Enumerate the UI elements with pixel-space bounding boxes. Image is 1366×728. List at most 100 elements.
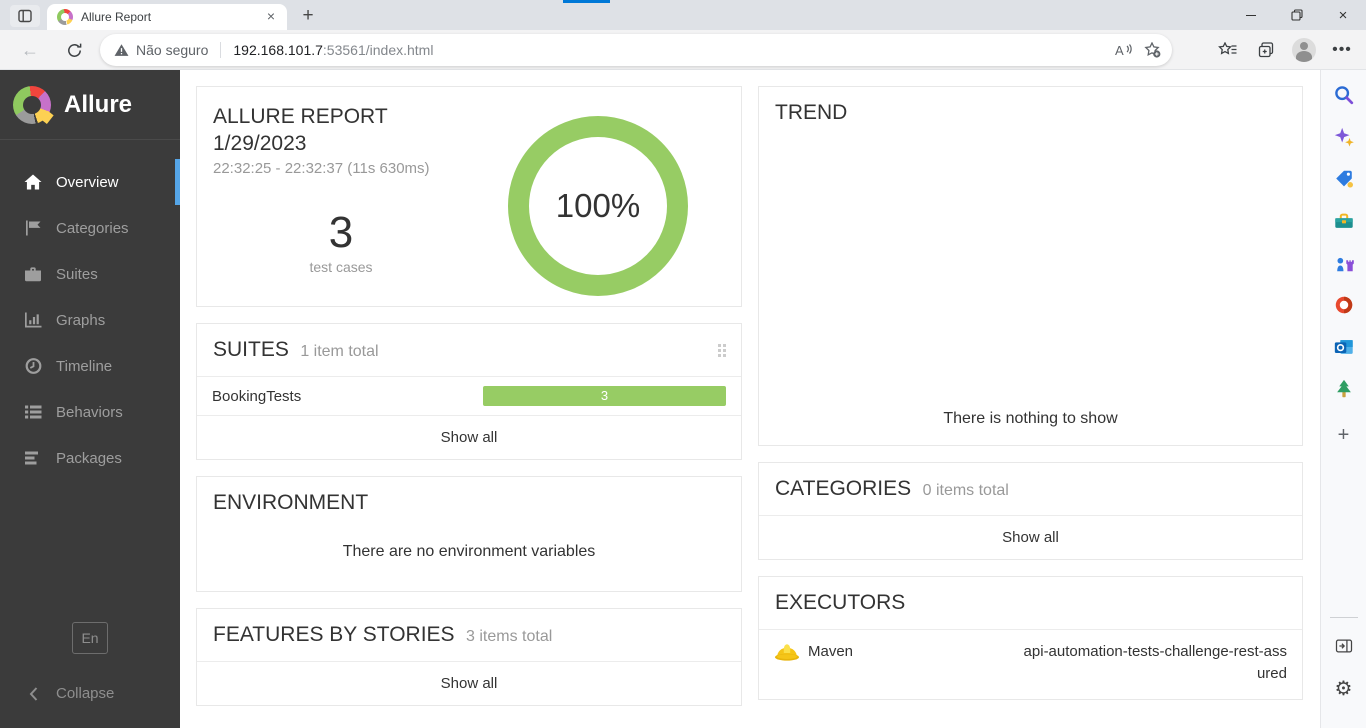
suites-show-all-link[interactable]: Show all bbox=[440, 429, 498, 446]
sidebar-item-behaviors[interactable]: Behaviors bbox=[0, 389, 180, 435]
rail-divider bbox=[1329, 617, 1358, 618]
url-host[interactable]: 192.168.101.7 bbox=[233, 42, 323, 58]
window-minimize-button[interactable] bbox=[1228, 0, 1274, 30]
window-restore-button[interactable] bbox=[1274, 0, 1320, 30]
chevron-left-icon bbox=[24, 686, 42, 701]
sidebar-item-categories[interactable]: Categories bbox=[0, 205, 180, 251]
window-accent-line bbox=[563, 0, 610, 3]
sidebar-item-graphs[interactable]: Graphs bbox=[0, 297, 180, 343]
success-rate-donut[interactable]: 100% bbox=[508, 116, 688, 296]
home-icon bbox=[24, 174, 42, 190]
flag-icon bbox=[24, 220, 42, 236]
suite-passed-bar[interactable]: 3 bbox=[483, 386, 726, 406]
read-aloud-icon[interactable]: A bbox=[1110, 36, 1138, 64]
edge-sidebar-rail: + ⚙ bbox=[1320, 70, 1366, 728]
tab-close-icon[interactable]: × bbox=[266, 8, 276, 24]
allure-brand: Allure bbox=[0, 70, 180, 140]
suites-title: SUITES bbox=[213, 338, 289, 361]
environment-widget: ENVIRONMENT There are no environment var… bbox=[196, 476, 742, 592]
profile-avatar[interactable] bbox=[1290, 36, 1318, 64]
browser-tab-strip: Allure Report × + × bbox=[0, 0, 1366, 30]
collections-icon[interactable] bbox=[1252, 36, 1280, 64]
back-button[interactable]: ← bbox=[21, 39, 39, 60]
success-rate-value: 100% bbox=[555, 187, 641, 224]
avatar bbox=[1292, 38, 1316, 62]
environment-empty-message: There are no environment variables bbox=[342, 543, 596, 560]
sidebar-item-label: Graphs bbox=[56, 311, 106, 329]
categories-subtitle: 0 items total bbox=[922, 482, 1009, 499]
tab-actions-icon bbox=[18, 9, 32, 23]
new-tab-button[interactable]: + bbox=[302, 5, 314, 26]
report-title: ALLURE REPORT bbox=[213, 105, 388, 128]
tab-title: Allure Report bbox=[81, 10, 152, 24]
security-warning-label[interactable]: Não seguro bbox=[136, 42, 209, 58]
url-path[interactable]: :53561/index.html bbox=[322, 42, 434, 58]
games-icon[interactable] bbox=[1332, 251, 1356, 275]
sidebar-item-timeline[interactable]: Timeline bbox=[0, 343, 180, 389]
minimize-icon bbox=[1246, 14, 1256, 16]
copilot-icon[interactable] bbox=[1332, 125, 1356, 149]
window-close-button[interactable]: × bbox=[1320, 0, 1366, 30]
overview-widget: ALLURE REPORT 1/29/2023 22:32:25 - 22:32… bbox=[196, 86, 742, 307]
suite-name[interactable]: BookingTests bbox=[212, 387, 302, 405]
address-bar[interactable]: Não seguro 192.168.101.7:53561/index.htm… bbox=[100, 34, 1172, 66]
outlook-icon[interactable] bbox=[1332, 335, 1356, 359]
suitcase-icon bbox=[24, 266, 42, 282]
table-row[interactable]: BookingTests 3 bbox=[197, 377, 741, 416]
trend-title: TREND bbox=[775, 101, 848, 124]
allure-logo-icon bbox=[13, 85, 51, 124]
search-icon[interactable] bbox=[1332, 83, 1356, 107]
svg-text:A: A bbox=[1115, 43, 1124, 57]
test-cases-count: 3 bbox=[328, 208, 354, 257]
sidebar-item-label: Overview bbox=[56, 173, 119, 191]
executors-widget: EXECUTORS Maven api-automation-tests-cha… bbox=[758, 576, 1303, 700]
refresh-icon bbox=[67, 43, 81, 57]
sidebar-item-label: Timeline bbox=[56, 357, 113, 375]
collapse-label: Collapse bbox=[56, 685, 115, 702]
toolbox-icon[interactable] bbox=[1332, 209, 1356, 233]
executor-name: Maven bbox=[808, 643, 854, 660]
tab-actions-menu-button[interactable] bbox=[10, 5, 40, 27]
add-favorite-icon[interactable] bbox=[1138, 36, 1166, 64]
report-time-range: 22:32:25 - 22:32:37 (11s 630ms) bbox=[213, 160, 430, 177]
refresh-button[interactable] bbox=[62, 38, 86, 62]
sidebar-item-label: Suites bbox=[56, 265, 98, 283]
address-divider bbox=[220, 42, 222, 58]
clock-icon bbox=[24, 358, 42, 374]
office-icon[interactable] bbox=[1332, 293, 1356, 317]
features-title: FEATURES BY STORIES bbox=[213, 623, 455, 646]
collapse-button[interactable]: Collapse bbox=[0, 685, 180, 702]
features-subtitle: 3 items total bbox=[466, 628, 553, 645]
close-icon: × bbox=[1338, 6, 1348, 24]
report-date: 1/29/2023 bbox=[213, 132, 307, 155]
sidebar-item-suites[interactable]: Suites bbox=[0, 251, 180, 297]
more-menu-icon[interactable]: ••• bbox=[1332, 41, 1352, 58]
categories-show-all-link[interactable]: Show all bbox=[1002, 529, 1059, 546]
executor-build-name[interactable]: api-automation-tests-challenge-rest-assu… bbox=[1023, 643, 1287, 682]
warning-triangle-icon bbox=[114, 44, 129, 56]
brand-name: Allure bbox=[64, 90, 133, 118]
allure-sidebar: Allure Overview Categories Suites Graphs bbox=[0, 70, 180, 728]
features-show-all-link[interactable]: Show all bbox=[440, 675, 498, 692]
shopping-tag-icon[interactable] bbox=[1332, 167, 1356, 191]
browser-tab[interactable]: Allure Report × bbox=[47, 4, 287, 30]
features-widget: FEATURES BY STORIES 3 items total Show a… bbox=[196, 608, 742, 706]
hard-hat-icon bbox=[775, 644, 799, 661]
drag-handle-icon[interactable] bbox=[718, 344, 727, 358]
sidebar-item-overview[interactable]: Overview bbox=[0, 159, 180, 205]
add-icon[interactable]: + bbox=[1337, 423, 1350, 446]
list-icon bbox=[24, 404, 42, 420]
categories-title: CATEGORIES bbox=[775, 477, 912, 500]
language-button[interactable]: En bbox=[72, 622, 108, 654]
test-cases-label: test cases bbox=[309, 259, 373, 275]
tree-icon[interactable] bbox=[1332, 377, 1356, 401]
sidebar-item-label: Packages bbox=[56, 449, 122, 467]
sidebar-item-label: Categories bbox=[56, 219, 129, 237]
sidebar-item-packages[interactable]: Packages bbox=[0, 435, 180, 481]
trend-widget: TREND There is nothing to show bbox=[758, 86, 1303, 446]
restore-icon bbox=[1291, 9, 1303, 21]
favorites-icon[interactable] bbox=[1214, 36, 1242, 64]
suites-widget: SUITES 1 item total BookingTests 3 Show … bbox=[196, 323, 742, 460]
settings-gear-icon[interactable]: ⚙ bbox=[1334, 677, 1353, 700]
open-sidebar-icon[interactable] bbox=[1332, 634, 1356, 658]
